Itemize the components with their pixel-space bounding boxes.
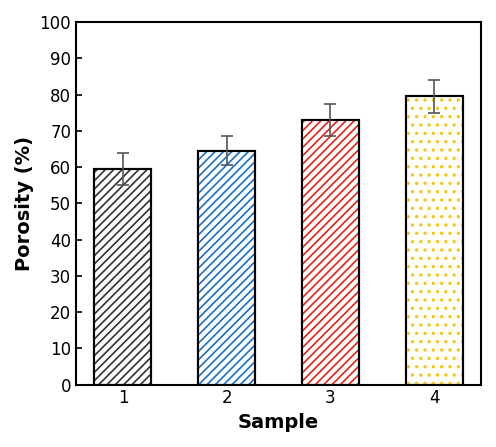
Bar [302,120,359,384]
Bar [94,169,151,384]
Bar [198,151,255,384]
Bar [94,169,151,384]
Bar [198,151,255,384]
Bar [406,97,463,384]
Y-axis label: Porosity (%): Porosity (%) [15,136,34,271]
Bar [406,97,463,384]
Bar [302,120,359,384]
Bar [406,97,463,384]
Bar [302,120,359,384]
Bar [94,169,151,384]
Bar [198,151,255,384]
X-axis label: Sample: Sample [238,413,319,432]
